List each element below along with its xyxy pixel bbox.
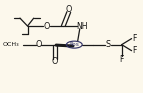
Text: F: F: [120, 56, 124, 64]
Text: O: O: [52, 57, 58, 66]
Text: NH: NH: [76, 22, 88, 31]
Text: O: O: [35, 40, 42, 49]
Text: F: F: [132, 34, 136, 43]
Text: O: O: [44, 22, 50, 31]
Text: O: O: [66, 5, 72, 14]
Text: OCH₃: OCH₃: [3, 42, 19, 47]
Text: F: F: [132, 46, 136, 55]
Text: S: S: [105, 40, 111, 49]
Text: Abs: Abs: [69, 42, 80, 47]
